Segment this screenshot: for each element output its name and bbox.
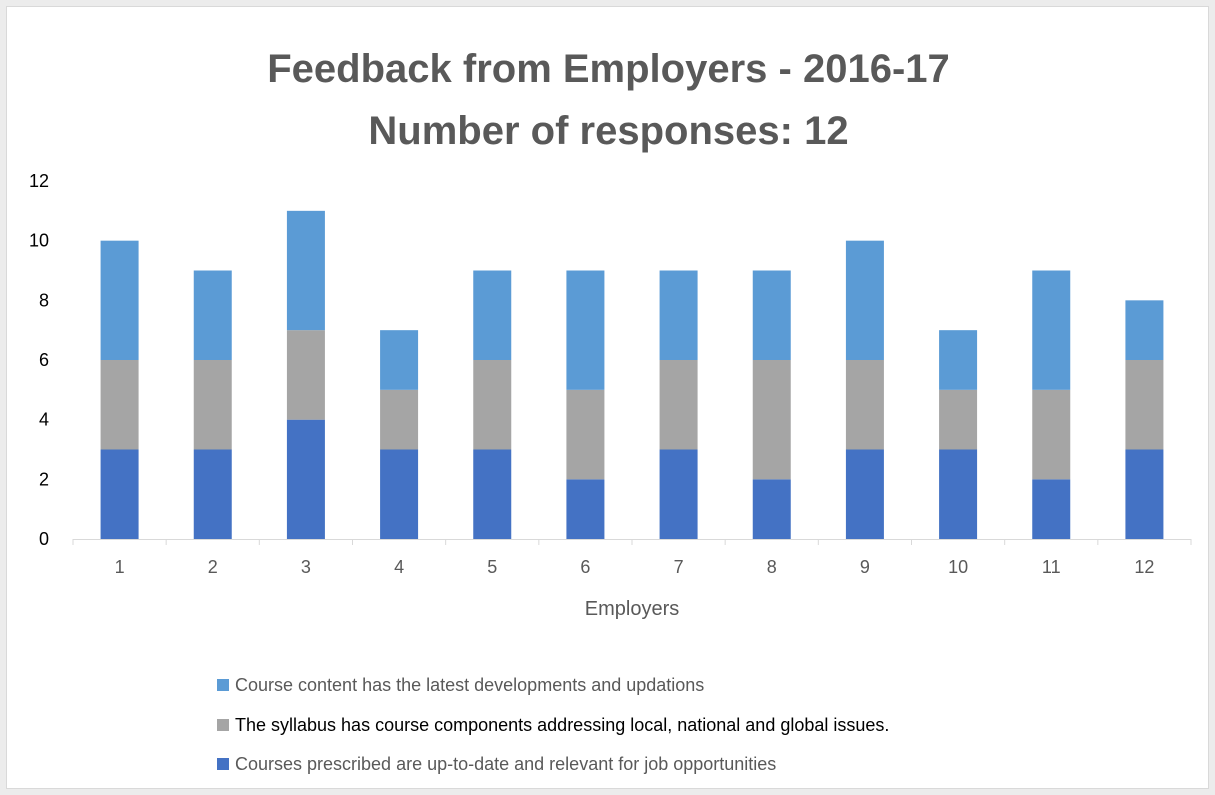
bar-segment <box>286 210 325 331</box>
y-tick-label: 8 <box>39 290 49 310</box>
bar-segment <box>752 479 791 539</box>
y-tick-label: 2 <box>39 469 49 489</box>
bar-segment <box>566 389 605 480</box>
x-tick-label: 11 <box>1042 557 1061 577</box>
bar-segment <box>752 360 791 480</box>
bar-segment <box>1125 300 1164 360</box>
bar-segment <box>100 360 139 450</box>
bar-segment <box>380 330 419 390</box>
chart-frame: Feedback from Employers - 2016-17 Number… <box>6 6 1209 789</box>
bar-segment <box>380 449 419 539</box>
x-tick-label: 5 <box>487 557 497 577</box>
bar-segment <box>845 240 884 360</box>
bar-segment <box>380 389 419 450</box>
bar-segment <box>1125 449 1164 539</box>
bar-segment <box>193 270 232 360</box>
y-tick-label: 4 <box>39 410 49 430</box>
y-tick-label: 10 <box>29 231 49 251</box>
x-tick-label: 2 <box>208 557 218 577</box>
bar-segment <box>1032 389 1071 480</box>
bar-segment <box>939 330 978 390</box>
x-tick-label: 12 <box>1134 557 1154 577</box>
legend-item-latest-developments: Course content has the latest developmen… <box>217 674 704 696</box>
bar-segment <box>286 419 325 539</box>
y-tick-label: 12 <box>29 171 49 191</box>
chart-title-line-1: Feedback from Employers - 2016-17 <box>267 47 950 91</box>
bar-segment <box>1125 360 1164 450</box>
x-tick-label: 6 <box>580 557 590 577</box>
bar-segment <box>473 270 512 360</box>
bar-segment <box>845 449 884 539</box>
legend-item-syllabus-issues: The syllabus has course components addre… <box>217 714 889 736</box>
bar-segment <box>473 449 512 539</box>
x-tick-label: 3 <box>301 557 311 577</box>
bar-segment <box>659 270 698 360</box>
bar-segment <box>939 389 978 450</box>
bar-segment <box>566 270 605 390</box>
x-tick-label: 1 <box>115 557 125 577</box>
legend-swatch-light-blue <box>217 679 229 691</box>
y-tick-label: 6 <box>39 350 49 370</box>
x-tick-label: 7 <box>674 557 684 577</box>
bar-segment <box>1032 479 1071 539</box>
legend-swatch-gray <box>217 719 229 731</box>
bar-segment <box>659 360 698 450</box>
x-tick-label: 9 <box>860 557 870 577</box>
y-tick-label: 0 <box>39 529 49 549</box>
x-tick-label: 8 <box>767 557 777 577</box>
bar-segment <box>100 240 139 360</box>
bar-segment <box>845 360 884 450</box>
chart-title-line-2: Number of responses: 12 <box>368 109 849 153</box>
x-tick-label: 10 <box>948 557 968 577</box>
legend-item-job-opportunities: Courses prescribed are up-to-date and re… <box>217 753 776 775</box>
bar-segment <box>659 449 698 539</box>
bar-segment <box>193 449 232 539</box>
legend-label: Courses prescribed are up-to-date and re… <box>235 753 777 774</box>
bar-segment <box>566 479 605 539</box>
x-axis-title: Employers <box>585 598 679 620</box>
x-tick-label: 4 <box>394 557 404 577</box>
legend-label: Course content has the latest developmen… <box>235 674 705 695</box>
bar-segment <box>1032 270 1071 390</box>
legend-label: The syllabus has course components addre… <box>235 714 890 735</box>
bar-segment <box>752 270 791 360</box>
bar-segment <box>286 330 325 420</box>
bar-segment <box>939 449 978 539</box>
bar-segment <box>100 449 139 539</box>
bar-segment <box>473 360 512 450</box>
bar-segment <box>193 360 232 450</box>
legend-swatch-dark-blue <box>217 758 229 770</box>
